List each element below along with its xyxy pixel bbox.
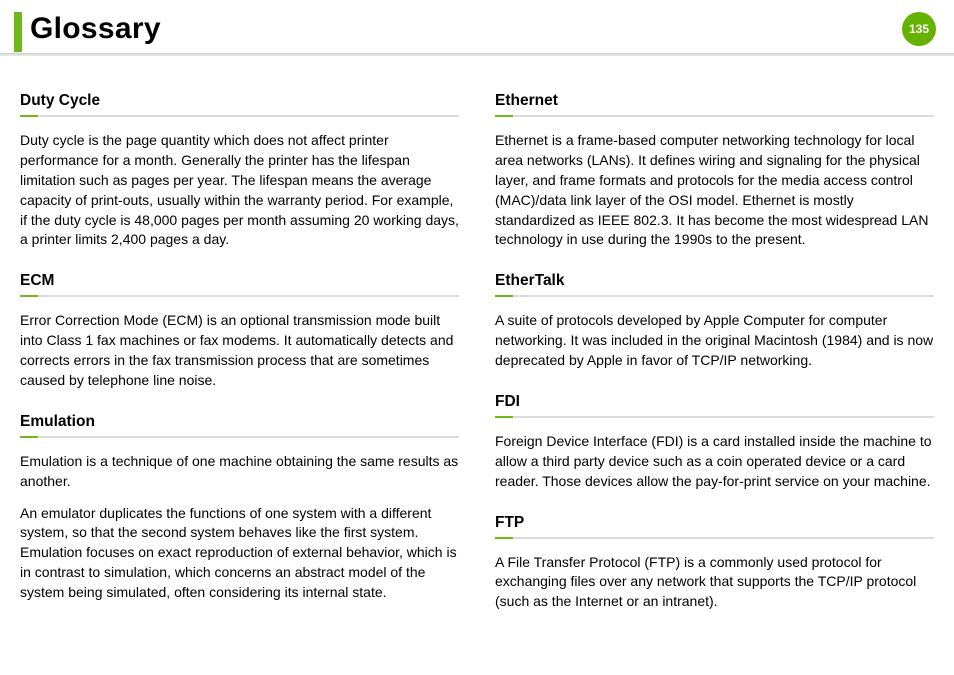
- term-underline: [495, 537, 934, 539]
- glossary-description: Foreign Device Interface (FDI) is a card…: [495, 432, 934, 492]
- right-column: Ethernet Ethernet is a frame-based compu…: [495, 92, 934, 634]
- term-underline: [20, 295, 459, 297]
- glossary-term: FDI: [495, 393, 934, 411]
- glossary-description: Emulation is a technique of one machine …: [20, 452, 459, 492]
- term-underline: [495, 295, 934, 297]
- glossary-description: A File Transfer Protocol (FTP) is a comm…: [495, 553, 934, 613]
- glossary-description: Error Correction Mode (ECM) is an option…: [20, 311, 459, 391]
- page-title: Glossary: [30, 12, 161, 46]
- term-underline: [495, 115, 934, 117]
- glossary-term: Emulation: [20, 413, 459, 431]
- glossary-term: Ethernet: [495, 92, 934, 110]
- glossary-term: ECM: [20, 272, 459, 290]
- page-number-badge: 135: [902, 12, 936, 46]
- page-header: Glossary 135: [0, 0, 954, 66]
- content-columns: Duty Cycle Duty cycle is the page quanti…: [0, 66, 954, 634]
- glossary-description: Ethernet is a frame-based computer netwo…: [495, 131, 934, 250]
- accent-bar: [14, 12, 22, 52]
- term-underline: [20, 436, 459, 438]
- term-underline: [20, 115, 459, 117]
- glossary-term: Duty Cycle: [20, 92, 459, 110]
- glossary-description: A suite of protocols developed by Apple …: [495, 311, 934, 371]
- header-rule: [0, 53, 954, 56]
- glossary-description: An emulator duplicates the functions of …: [20, 504, 459, 603]
- term-underline: [495, 416, 934, 418]
- glossary-term: EtherTalk: [495, 272, 934, 290]
- glossary-term: FTP: [495, 514, 934, 532]
- left-column: Duty Cycle Duty cycle is the page quanti…: [20, 92, 459, 634]
- glossary-description: Duty cycle is the page quantity which do…: [20, 131, 459, 250]
- page-number: 135: [909, 22, 929, 36]
